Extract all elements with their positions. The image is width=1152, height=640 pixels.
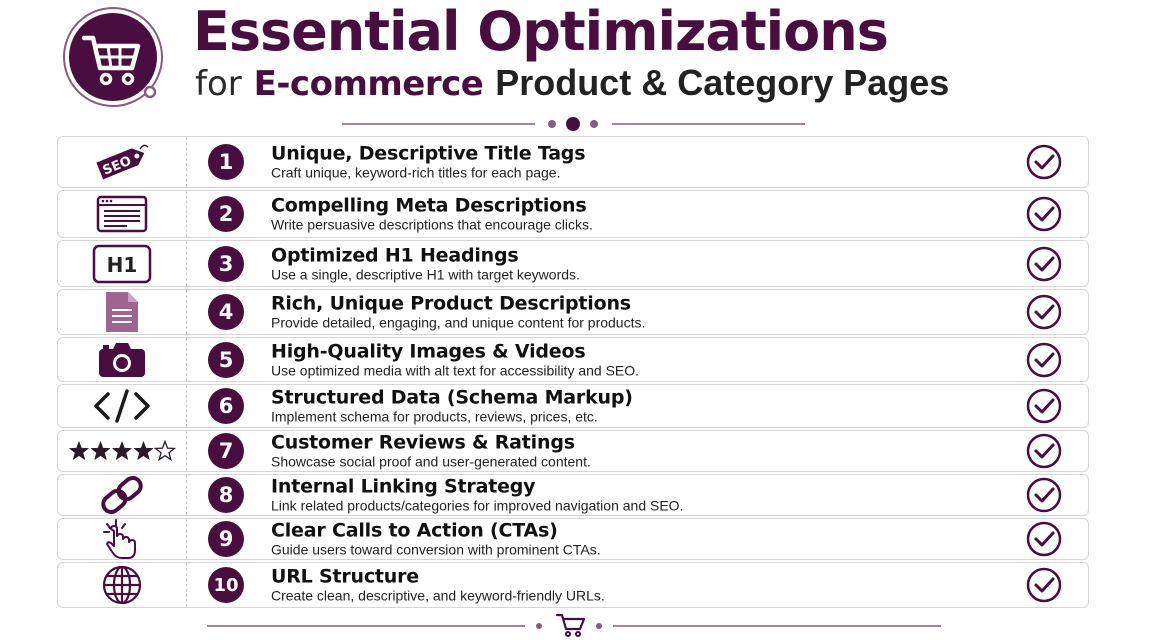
item-heading: Compelling Meta Descriptions	[271, 194, 587, 217]
checkmark-icon	[1026, 246, 1062, 281]
list-item: SEO 1 Unique, Descriptive Title Tags Cra…	[57, 136, 1089, 188]
document-icon	[106, 292, 138, 332]
list-item: 5 High-Quality Images & Videos Use optim…	[57, 337, 1089, 382]
item-heading: Unique, Descriptive Title Tags	[271, 142, 586, 165]
item-description: Create clean, descriptive, and keyword-f…	[271, 587, 605, 604]
item-description: Guide users toward conversion with promi…	[271, 541, 601, 558]
step-number: 2	[208, 196, 244, 232]
step-number: 4	[208, 294, 244, 330]
step-number: 6	[208, 388, 244, 424]
seo-tag-icon: SEO	[96, 144, 149, 180]
list-item: 2 Compelling Meta Descriptions Write per…	[57, 190, 1089, 238]
item-heading: Clear Calls to Action (CTAs)	[271, 519, 558, 542]
svg-text:H1: H1	[107, 253, 138, 277]
checkmark-icon	[1026, 294, 1062, 330]
item-heading: Internal Linking Strategy	[271, 475, 536, 498]
browser-window-icon	[96, 195, 148, 233]
footer-divider	[207, 613, 941, 637]
item-description: Showcase social proof and user-generated…	[271, 453, 591, 470]
subtitle-ecommerce: E-commerce	[253, 64, 484, 104]
header-divider	[342, 117, 805, 131]
item-description: Craft unique, keyword-rich titles for ea…	[271, 164, 561, 181]
checkmark-icon	[1026, 567, 1062, 603]
camera-icon	[99, 342, 145, 377]
star-empty-icon	[153, 440, 176, 462]
checkmark-icon	[1026, 477, 1062, 513]
star-rating-icon	[68, 440, 176, 462]
optimization-list: SEO 1 Unique, Descriptive Title Tags Cra…	[57, 136, 1089, 608]
step-number: 10	[208, 567, 244, 603]
h1-icon: H1	[92, 244, 152, 283]
list-item: 10 URL Structure Create clean, descripti…	[57, 562, 1089, 608]
shopping-cart-logo-icon	[63, 7, 163, 107]
checkmark-icon	[1026, 433, 1062, 469]
item-heading: URL Structure	[271, 565, 419, 588]
item-description: Use a single, descriptive H1 with target…	[271, 266, 580, 282]
subtitle-rest: Product & Category Pages	[495, 62, 950, 103]
star-filled-icon	[133, 440, 154, 461]
checkmark-icon	[1026, 144, 1062, 180]
subtitle-for: for	[195, 64, 242, 104]
footer-cart-icon	[555, 613, 586, 637]
step-number: 5	[208, 341, 244, 378]
page-subtitle: for E-commerce Product & Category Pages	[195, 62, 949, 105]
item-description: Write persuasive descriptions that encou…	[271, 216, 593, 233]
star-filled-icon	[90, 440, 111, 461]
item-heading: Rich, Unique Product Descriptions	[271, 292, 631, 315]
list-item: H1 3 Optimized H1 Headings Use a single,…	[57, 240, 1089, 287]
list-item: 4 Rich, Unique Product Descriptions Prov…	[57, 289, 1089, 335]
item-heading: High-Quality Images & Videos	[271, 340, 586, 362]
star-filled-icon	[68, 440, 90, 461]
link-icon	[101, 476, 143, 514]
checkmark-icon	[1026, 196, 1062, 232]
checkmark-icon	[1026, 342, 1062, 377]
star-filled-icon	[111, 440, 133, 461]
item-heading: Customer Reviews & Ratings	[271, 431, 575, 454]
list-item: 9 Clear Calls to Action (CTAs) Guide use…	[57, 518, 1089, 560]
step-number: 7	[208, 433, 244, 469]
item-heading: Structured Data (Schema Markup)	[271, 386, 633, 409]
list-item: 8 Internal Linking Strategy Link related…	[57, 474, 1089, 516]
code-icon	[94, 389, 150, 423]
step-number: 1	[208, 144, 244, 180]
list-item: 6 Structured Data (Schema Markup) Implem…	[57, 384, 1089, 428]
checkmark-icon	[1026, 521, 1062, 557]
checkmark-icon	[1026, 388, 1062, 424]
item-description: Use optimized media with alt text for ac…	[271, 362, 640, 378]
svg-text:SEO: SEO	[101, 154, 134, 179]
step-number: 9	[208, 521, 244, 557]
item-description: Provide detailed, engaging, and unique c…	[271, 314, 646, 331]
list-item: 7 Customer Reviews & Ratings Showcase so…	[57, 430, 1089, 472]
item-description: Link related products/categories for imp…	[271, 497, 684, 514]
pointer-click-icon	[103, 519, 136, 559]
step-number: 8	[208, 477, 244, 513]
page-title: Essential Optimizations	[193, 0, 889, 63]
item-description: Implement schema for products, reviews, …	[271, 408, 598, 425]
step-number: 3	[208, 245, 244, 282]
item-heading: Optimized H1 Headings	[271, 244, 519, 266]
globe-icon	[102, 565, 142, 605]
